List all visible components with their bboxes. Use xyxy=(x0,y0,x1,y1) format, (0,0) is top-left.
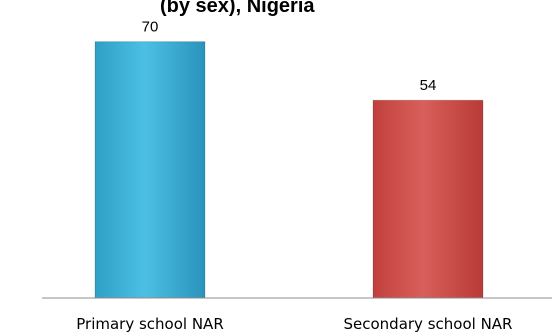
category-label-1: Secondary school NAR xyxy=(344,315,513,333)
bar-1 xyxy=(372,99,484,299)
data-label-1: 54 xyxy=(420,77,437,94)
chart-title-fragment: (by sex), Nigeria xyxy=(160,0,315,17)
bar-0 xyxy=(94,41,206,299)
bar-series: 70 Primary school NAR 54 Secondary school N… xyxy=(76,19,512,333)
category-label-0: Primary school NAR xyxy=(76,315,224,333)
data-label-0: 70 xyxy=(142,19,159,36)
